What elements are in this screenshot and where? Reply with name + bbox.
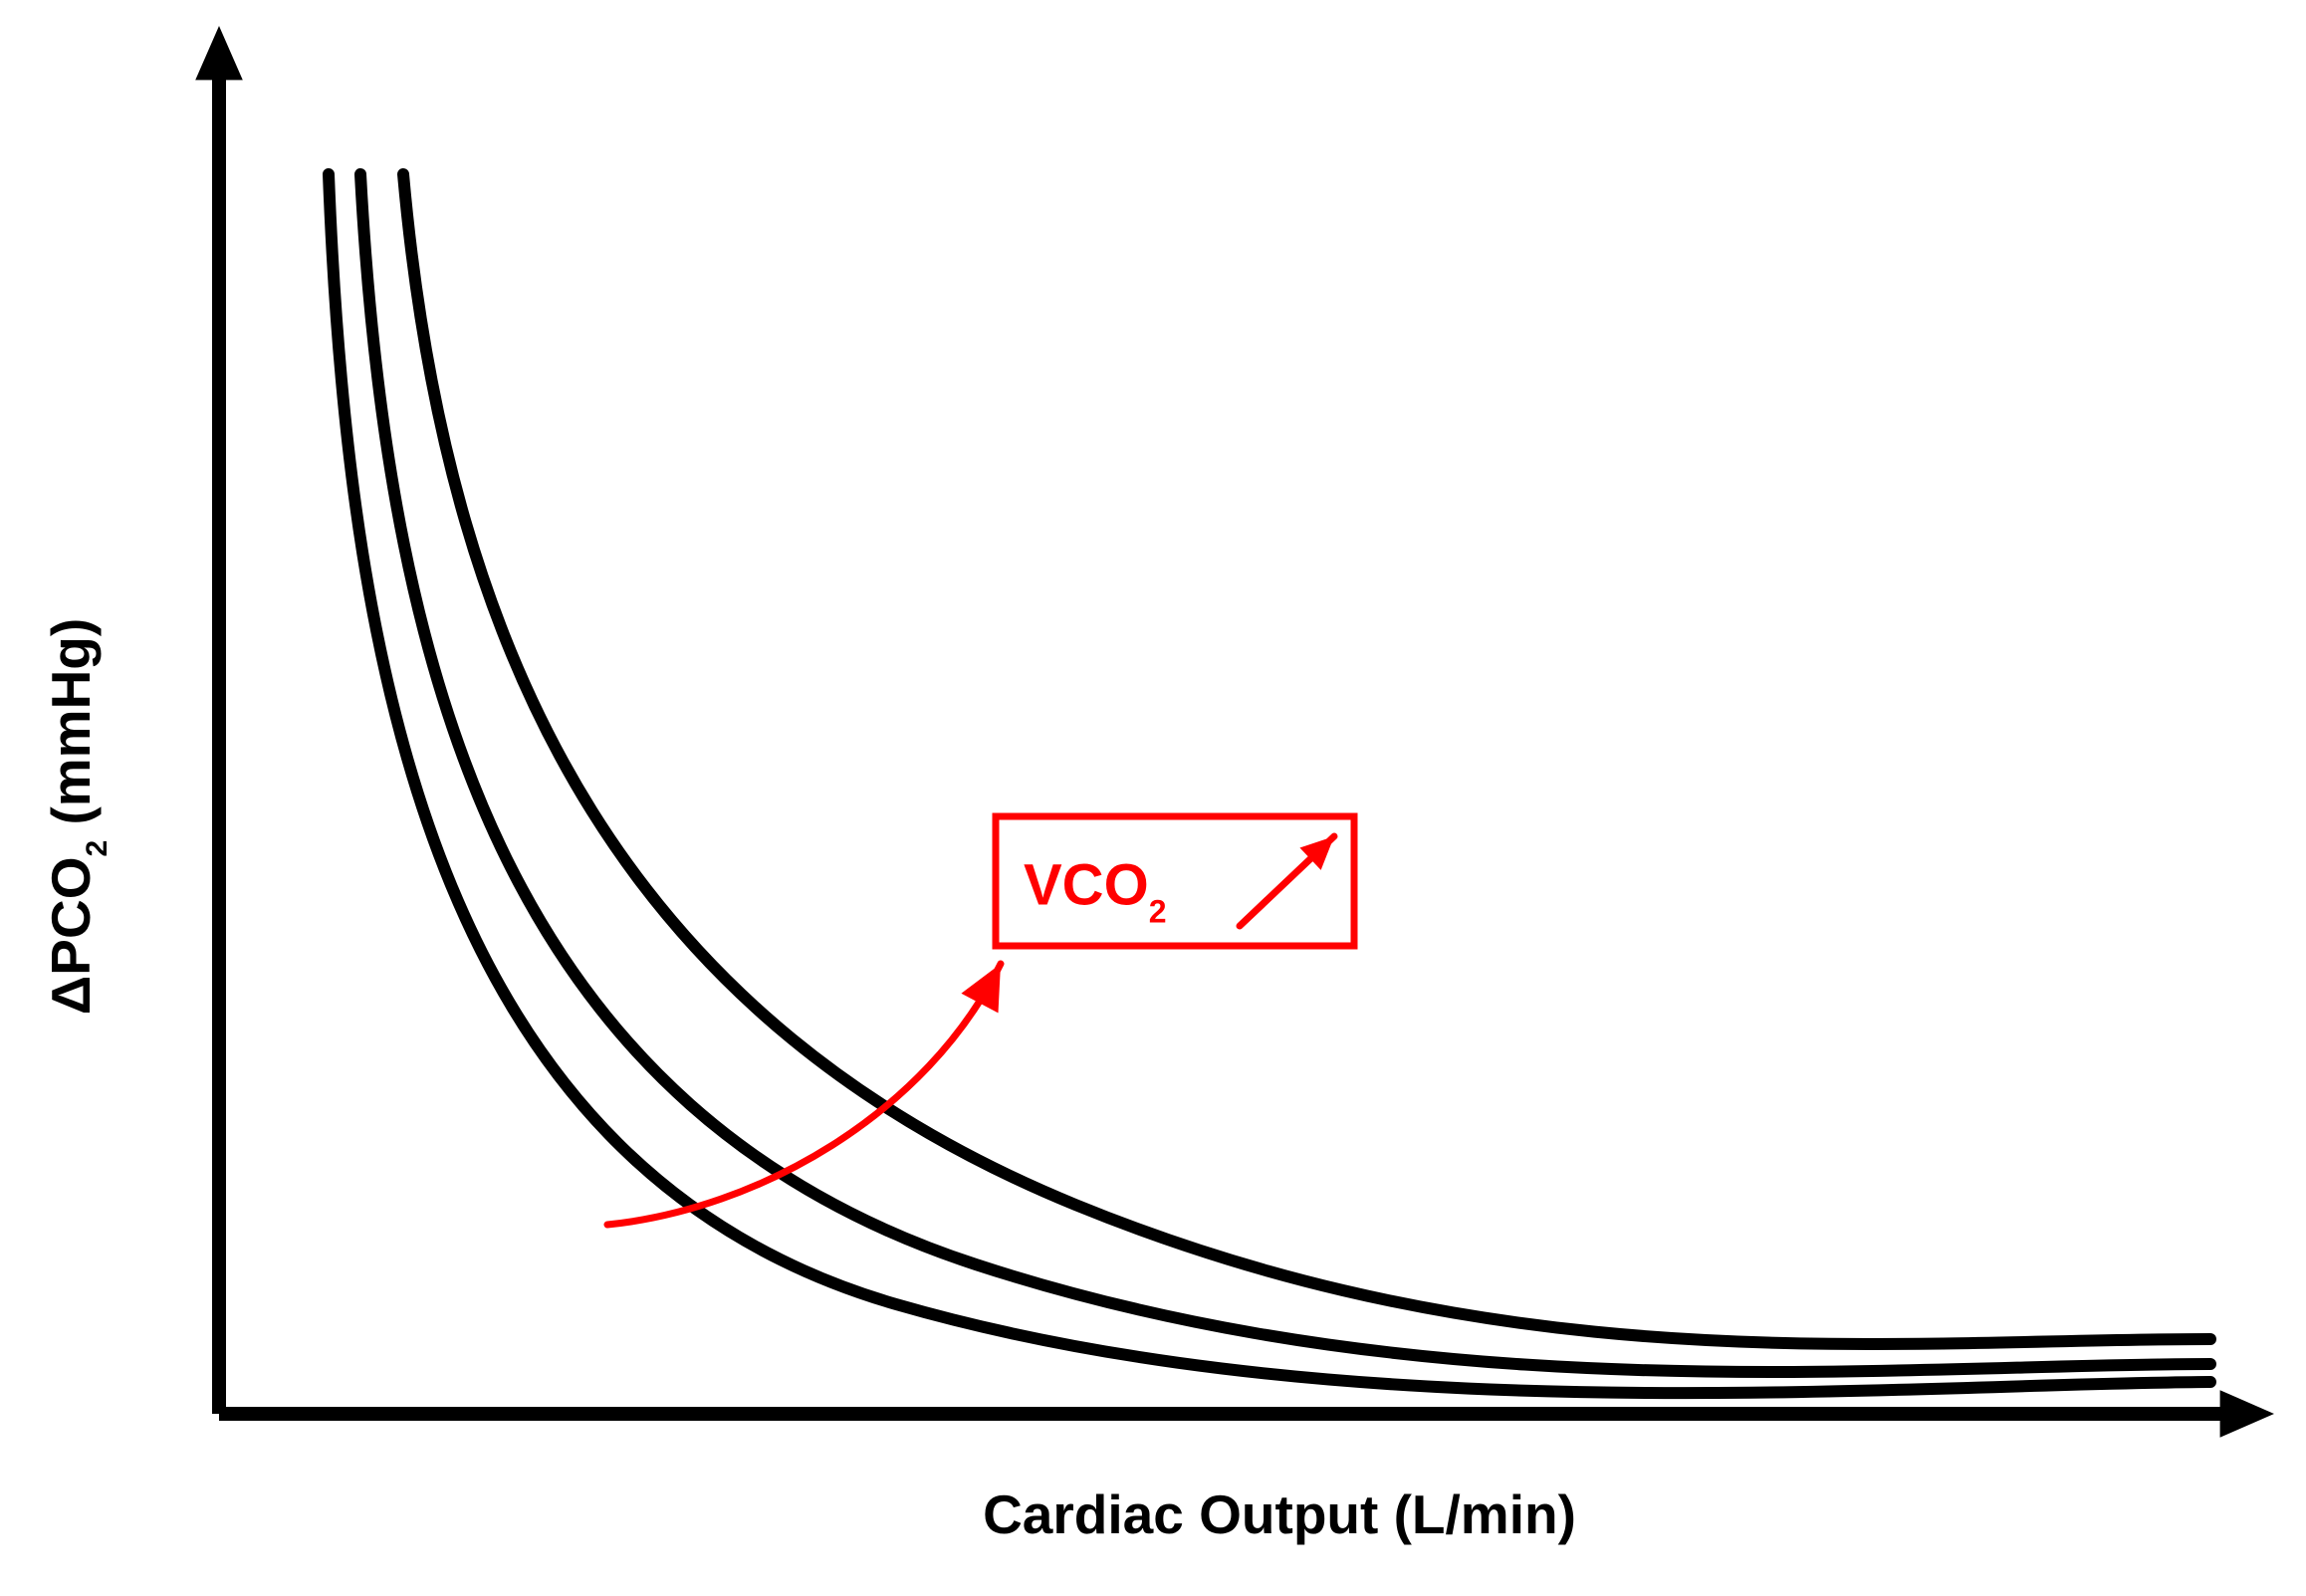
x-axis-label: Cardiac Output (L/min) [983, 1483, 1576, 1545]
chart-container: Cardiac Output (L/min)ΔPCO2 (mmHg)VCO2 [0, 0, 2306, 1596]
chart-svg: Cardiac Output (L/min)ΔPCO2 (mmHg)VCO2 [0, 0, 2306, 1596]
